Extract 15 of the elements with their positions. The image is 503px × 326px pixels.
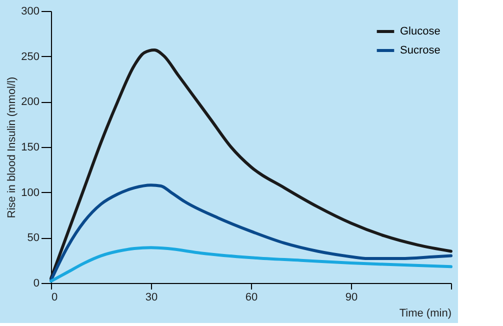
y-tick-label: 150 xyxy=(21,142,40,154)
y-tick-label: 250 xyxy=(21,50,40,63)
x-axis-title: Time (min) xyxy=(399,308,452,320)
y-tick-label: 300 xyxy=(21,6,40,18)
y-tick-label: 50 xyxy=(27,232,40,244)
y-tick-label: 100 xyxy=(21,186,40,199)
x-tick-label: 0 xyxy=(52,292,58,304)
y-axis-title: Rise in blood Insulin (mmol/l) xyxy=(6,76,18,218)
legend-label: Sucrose xyxy=(400,44,440,56)
x-tick-label: 30 xyxy=(145,292,158,304)
y-tick-label: 200 xyxy=(21,96,40,108)
x-tick-label: 60 xyxy=(245,292,258,304)
legend-label: Glucose xyxy=(400,26,440,38)
x-tick-label: 90 xyxy=(345,292,358,304)
y-tick-label: 0 xyxy=(33,278,40,290)
